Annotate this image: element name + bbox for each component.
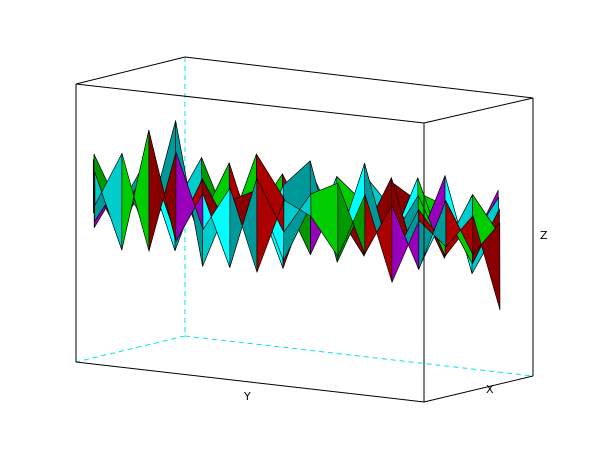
box-edge-top-back-right: [184, 56, 534, 99]
y-axis-label: Y: [243, 390, 251, 403]
box-edge-bottom-front: [75, 361, 425, 403]
back-box-edges: [75, 56, 534, 376]
box-edge-top-front: [75, 83, 425, 124]
z-axis-label: Z: [540, 229, 548, 242]
front-box-edges: [75, 83, 534, 403]
box-edge-hidden-left: [75, 335, 186, 363]
surface-mesh: [92, 120, 501, 311]
surface-facet: [472, 215, 501, 311]
box-edge-hidden-right: [184, 335, 534, 377]
box-edge-bottom-right: [423, 375, 534, 403]
box-edge-top-back-left: [75, 56, 186, 85]
surface-facet: [121, 129, 150, 252]
x-axis-label: X: [486, 383, 494, 396]
box-edge-top-front-right: [423, 97, 534, 124]
